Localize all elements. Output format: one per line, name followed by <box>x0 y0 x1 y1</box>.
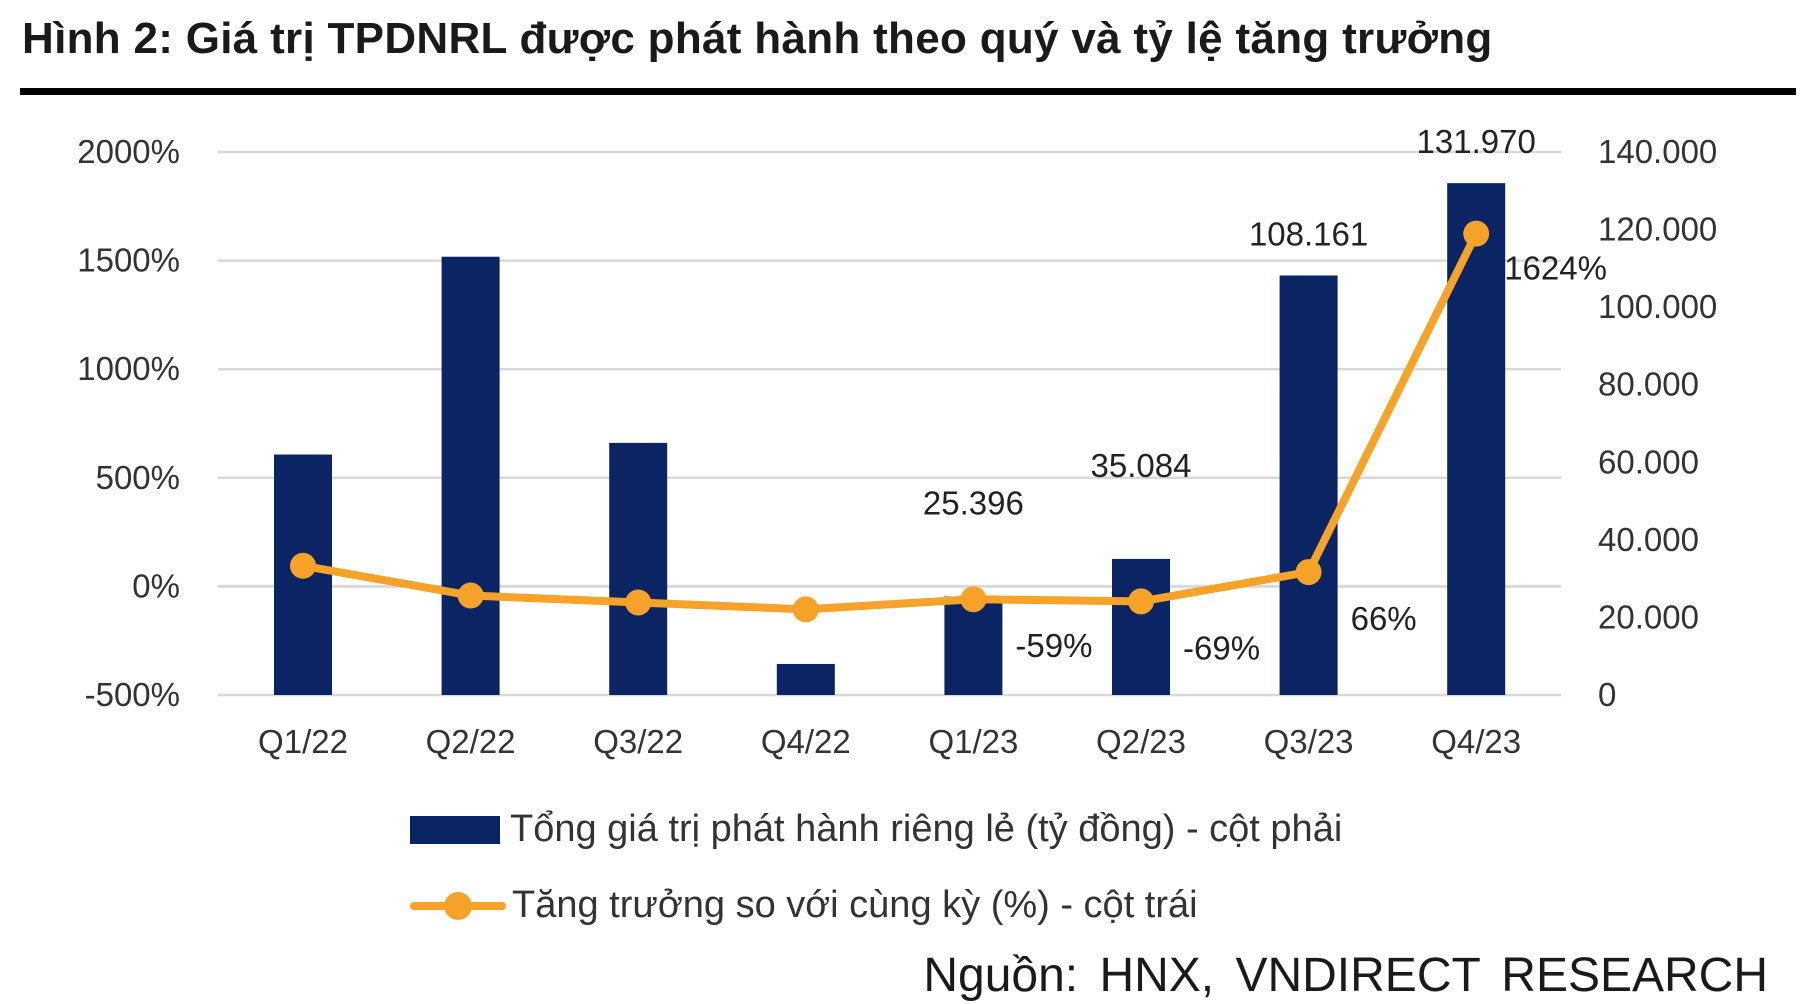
bar <box>1279 275 1338 695</box>
x-tick-label: Q4/23 <box>1431 723 1521 760</box>
bar <box>944 596 1003 695</box>
bar-data-label: 108.161 <box>1249 215 1368 252</box>
growth-point <box>1128 588 1154 615</box>
y-right-tick-label: 120.000 <box>1598 211 1717 248</box>
title-rule <box>20 88 1796 95</box>
line-data-label: 1624% <box>1504 250 1607 287</box>
legend-swatch-line <box>410 891 506 921</box>
chart-title: Hình 2: Giá trị TPDNRL được phát hành th… <box>22 14 1493 63</box>
bar-data-label: 25.396 <box>923 484 1024 521</box>
y-right-tick-label: 0 <box>1598 676 1616 713</box>
y-left-tick-label: 1500% <box>77 242 180 279</box>
x-tick-label: Q3/23 <box>1264 723 1354 760</box>
growth-point <box>625 589 652 616</box>
source-note: Nguồn: HNX, VNDIRECT RESEARCH <box>923 949 1768 1002</box>
y-right-tick-label: 100.000 <box>1598 288 1717 325</box>
bar <box>441 256 500 695</box>
x-tick-label: Q3/22 <box>593 723 683 760</box>
legend-swatch-bar <box>410 815 500 844</box>
y-left-tick-label: 500% <box>96 459 180 496</box>
growth-point <box>792 596 819 623</box>
line-data-label: -59% <box>1015 627 1092 664</box>
y-right-tick-label: 80.000 <box>1598 366 1699 403</box>
y-right-tick-label: 40.000 <box>1598 521 1699 558</box>
line-data-label: 66% <box>1351 600 1417 637</box>
growth-point <box>960 586 987 613</box>
x-tick-label: Q1/23 <box>928 723 1018 760</box>
growth-point <box>457 582 484 609</box>
bar-data-label: 131.970 <box>1417 123 1536 160</box>
legend-label-bar: Tổng giá trị phát hành riêng lẻ (tỷ đồng… <box>510 808 1343 850</box>
bar <box>609 442 668 695</box>
bar <box>1447 183 1506 695</box>
y-left-tick-label: 0% <box>132 567 180 604</box>
x-tick-label: Q2/23 <box>1096 723 1186 760</box>
bar <box>1112 558 1170 695</box>
y-left-tick-label: 2000% <box>77 133 180 170</box>
y-left-tick-label: -500% <box>85 676 180 713</box>
growth-point <box>290 552 316 579</box>
bar <box>776 663 835 695</box>
legend-item-line: Tăng trưởng so với cùng kỳ (%) - cột trá… <box>410 884 1198 927</box>
growth-line <box>299 229 1481 614</box>
x-tick-label: Q1/22 <box>258 723 348 760</box>
y-right-tick-label: 20.000 <box>1598 598 1699 635</box>
legend-label-line: Tăng trưởng so với cùng kỳ (%) - cột trá… <box>512 884 1198 926</box>
x-tick-label: Q4/22 <box>761 723 851 760</box>
bar-data-label: 35.084 <box>1091 447 1192 484</box>
y-right-tick-label: 60.000 <box>1598 443 1699 480</box>
y-right-tick-label: 140.000 <box>1598 133 1717 170</box>
x-tick-label: Q2/22 <box>426 723 516 760</box>
legend-item-bar: Tổng giá trị phát hành riêng lẻ (tỷ đồng… <box>410 808 1342 851</box>
line-data-label: -69% <box>1183 629 1260 666</box>
y-left-tick-label: 1000% <box>77 350 180 387</box>
growth-point <box>1295 559 1322 586</box>
growth-point <box>1463 220 1490 247</box>
